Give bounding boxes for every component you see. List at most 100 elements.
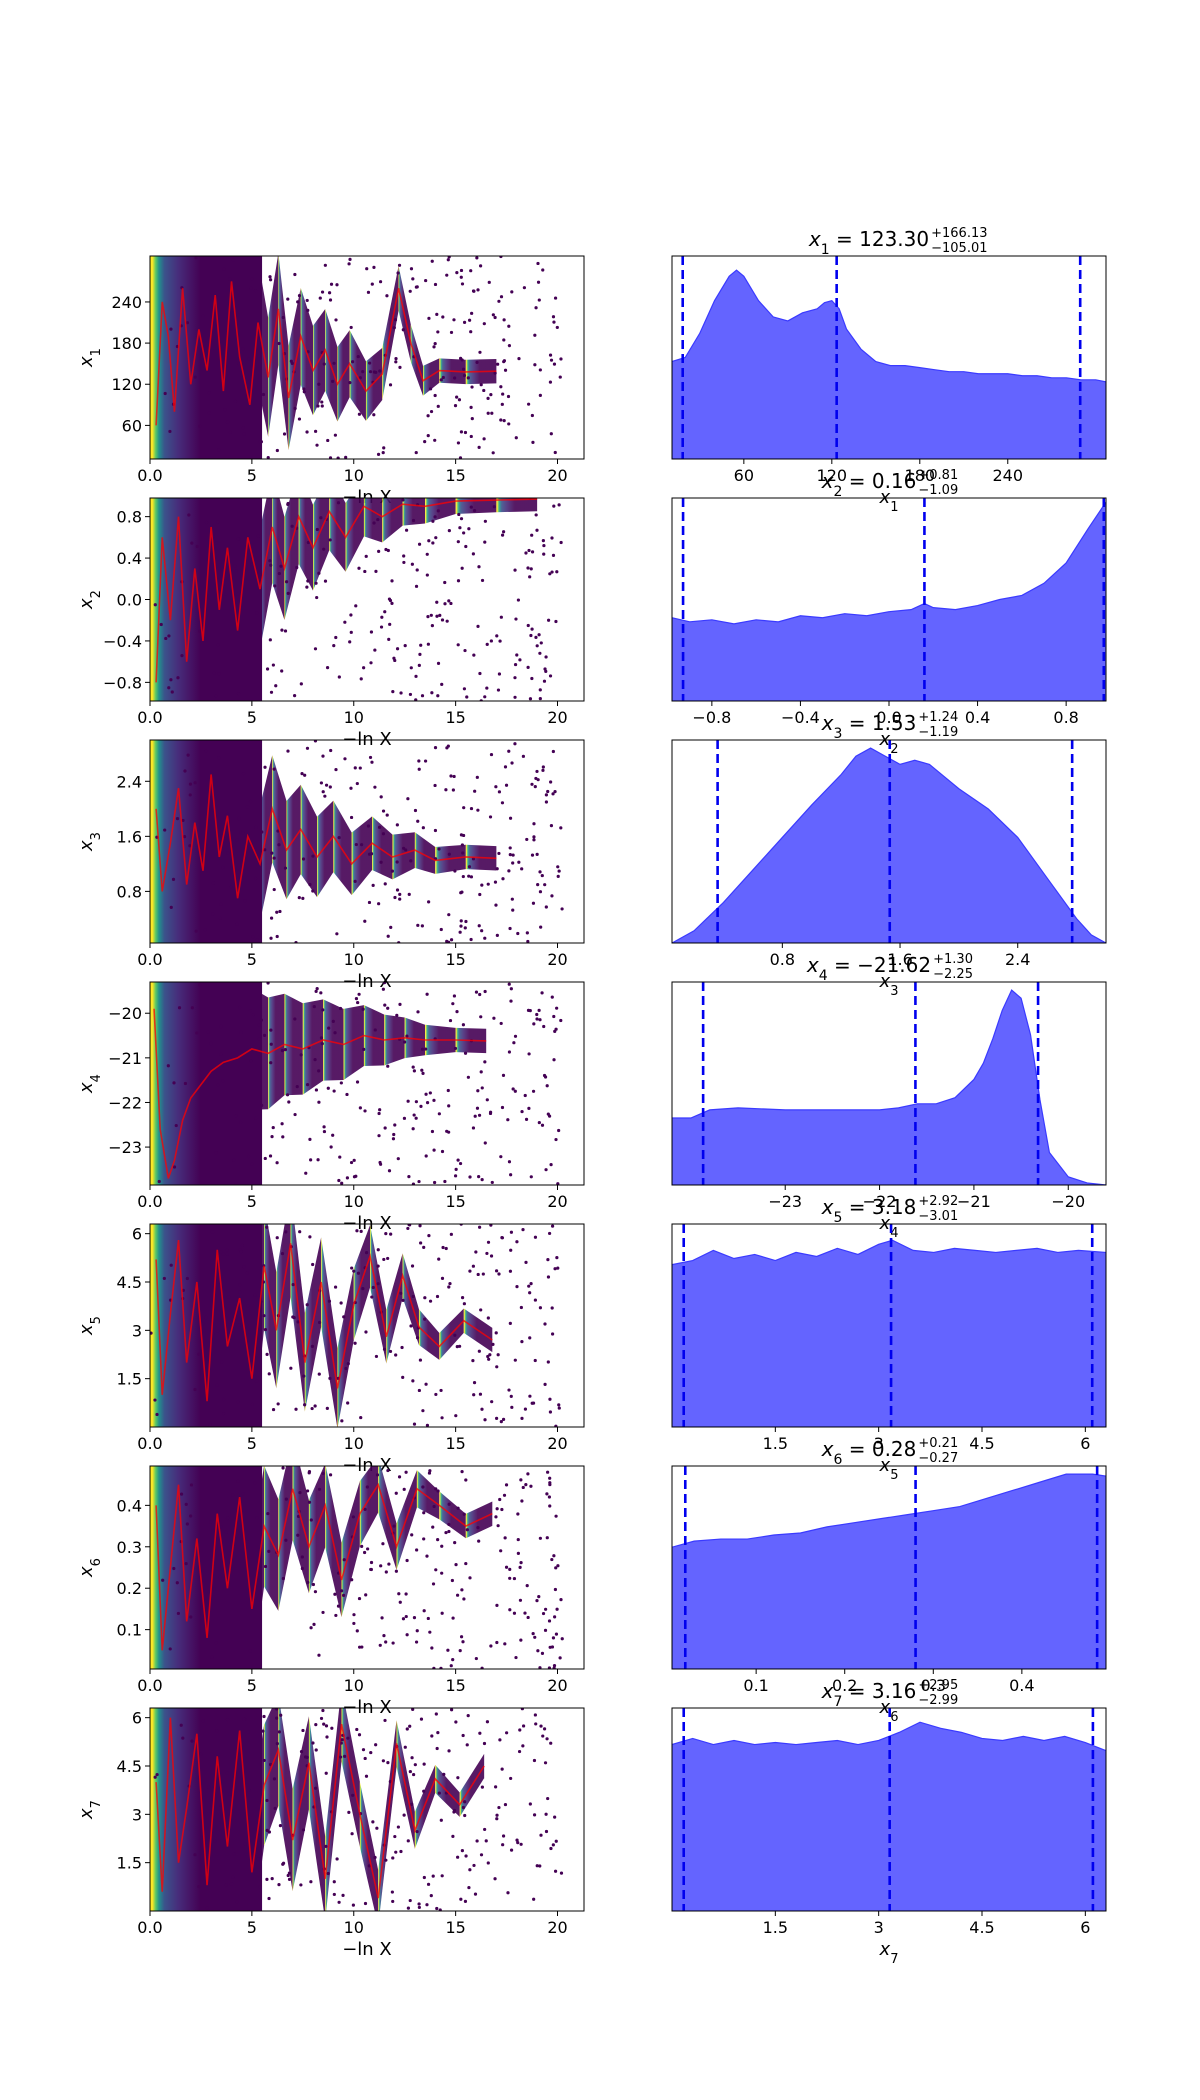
scatter-point xyxy=(207,411,212,415)
scatter-point xyxy=(369,630,374,634)
scatter-point xyxy=(490,411,494,415)
scatter-point xyxy=(509,987,513,991)
x-tick-label: 20 xyxy=(547,466,567,485)
scatter-point xyxy=(434,1712,438,1716)
scatter-point xyxy=(297,896,301,900)
cloud-band xyxy=(359,1466,379,1547)
scatter-point xyxy=(479,1015,483,1019)
scatter-point xyxy=(412,1772,416,1777)
scatter-point xyxy=(530,413,534,418)
scatter-point xyxy=(506,1118,510,1122)
scatter-point xyxy=(500,801,505,805)
x-tick-label: 5 xyxy=(247,708,257,727)
scatter-point xyxy=(480,883,484,887)
scatter-point xyxy=(439,927,443,932)
scatter-point xyxy=(552,1663,557,1668)
scatter-point xyxy=(317,1320,322,1325)
scatter-point xyxy=(517,1749,522,1754)
scatter-point xyxy=(515,1838,519,1842)
scatter-point xyxy=(378,1643,382,1647)
scatter-cloud-3 xyxy=(150,740,564,943)
scatter-point xyxy=(454,1167,458,1171)
scatter-point xyxy=(517,860,521,864)
scatter-point xyxy=(320,1042,324,1046)
trace-ylabel: x1 xyxy=(76,348,104,368)
scatter-point xyxy=(406,1839,410,1843)
cloud-band xyxy=(343,1005,364,1080)
scatter-point xyxy=(539,641,543,645)
scatter-point xyxy=(184,1502,188,1506)
scatter-point xyxy=(524,1260,528,1264)
scatter-point xyxy=(530,782,534,786)
scatter-point xyxy=(428,1469,432,1473)
scatter-point xyxy=(368,755,373,760)
scatter-point xyxy=(492,1016,496,1020)
scatter-point xyxy=(301,857,306,861)
x-tick-label: 15 xyxy=(445,1918,465,1937)
x-tick-label: −0.4 xyxy=(781,708,820,727)
scatter-point xyxy=(311,1582,316,1587)
scatter-point xyxy=(420,924,424,928)
scatter-point xyxy=(550,1557,554,1562)
scatter-point xyxy=(440,1611,444,1615)
scatter-point xyxy=(390,1890,394,1894)
scatter-point xyxy=(275,934,279,939)
scatter-point xyxy=(548,572,552,576)
scatter-point xyxy=(381,832,386,836)
scatter-point xyxy=(387,637,391,642)
scatter-point xyxy=(550,995,554,999)
cloud-band xyxy=(365,347,383,421)
scatter-point xyxy=(245,1540,250,1544)
scatter-point xyxy=(273,584,277,588)
cloud-band xyxy=(455,498,497,514)
scatter-point xyxy=(530,627,534,631)
scatter-point xyxy=(329,1145,333,1149)
scatter-point xyxy=(404,528,409,532)
scatter-point xyxy=(332,1089,336,1093)
scatter-point xyxy=(219,902,223,906)
scatter-point xyxy=(334,318,338,322)
scatter-point xyxy=(463,648,467,653)
scatter-point xyxy=(480,578,485,583)
scatter-point xyxy=(513,1358,517,1362)
scatter-point xyxy=(548,1410,553,1414)
scatter-point xyxy=(513,676,517,680)
scatter-point xyxy=(183,1081,188,1086)
scatter-point xyxy=(424,1154,428,1158)
scatter-point xyxy=(463,1051,468,1055)
scatter-point xyxy=(460,1296,465,1300)
scatter-point xyxy=(340,1181,344,1185)
scatter-point xyxy=(552,504,556,508)
scatter-point xyxy=(363,1901,368,1906)
scatter-point xyxy=(241,831,245,835)
scatter-point xyxy=(305,746,310,750)
scatter-point xyxy=(452,774,456,779)
scatter-point xyxy=(321,790,325,794)
scatter-point xyxy=(518,658,522,662)
scatter-point xyxy=(497,1805,501,1810)
scatter-point xyxy=(353,1341,357,1345)
scatter-point xyxy=(257,1037,262,1041)
scatter-point xyxy=(270,1877,274,1881)
scatter-point xyxy=(356,1271,361,1275)
scatter-point xyxy=(409,267,414,271)
scatter-point xyxy=(445,619,449,623)
scatter-point xyxy=(286,501,290,506)
scatter-point xyxy=(512,1041,516,1045)
scatter-point xyxy=(293,1017,297,1021)
scatter-point xyxy=(483,540,487,544)
scatter-point xyxy=(289,359,293,363)
scatter-point xyxy=(412,1422,417,1426)
scatter-point xyxy=(444,1530,448,1535)
scatter-point xyxy=(541,1611,546,1616)
scatter-point xyxy=(435,600,439,604)
trace-ylabel: x5 xyxy=(76,1316,104,1336)
scatter-point xyxy=(411,277,415,281)
scatter-point xyxy=(518,1598,523,1602)
scatter-point xyxy=(372,265,376,269)
scatter-point xyxy=(341,1593,346,1597)
scatter-point xyxy=(542,1727,547,1731)
scatter-point xyxy=(339,1755,343,1759)
cloud-band xyxy=(284,993,303,1096)
y-tick-label: −21 xyxy=(108,1049,142,1068)
